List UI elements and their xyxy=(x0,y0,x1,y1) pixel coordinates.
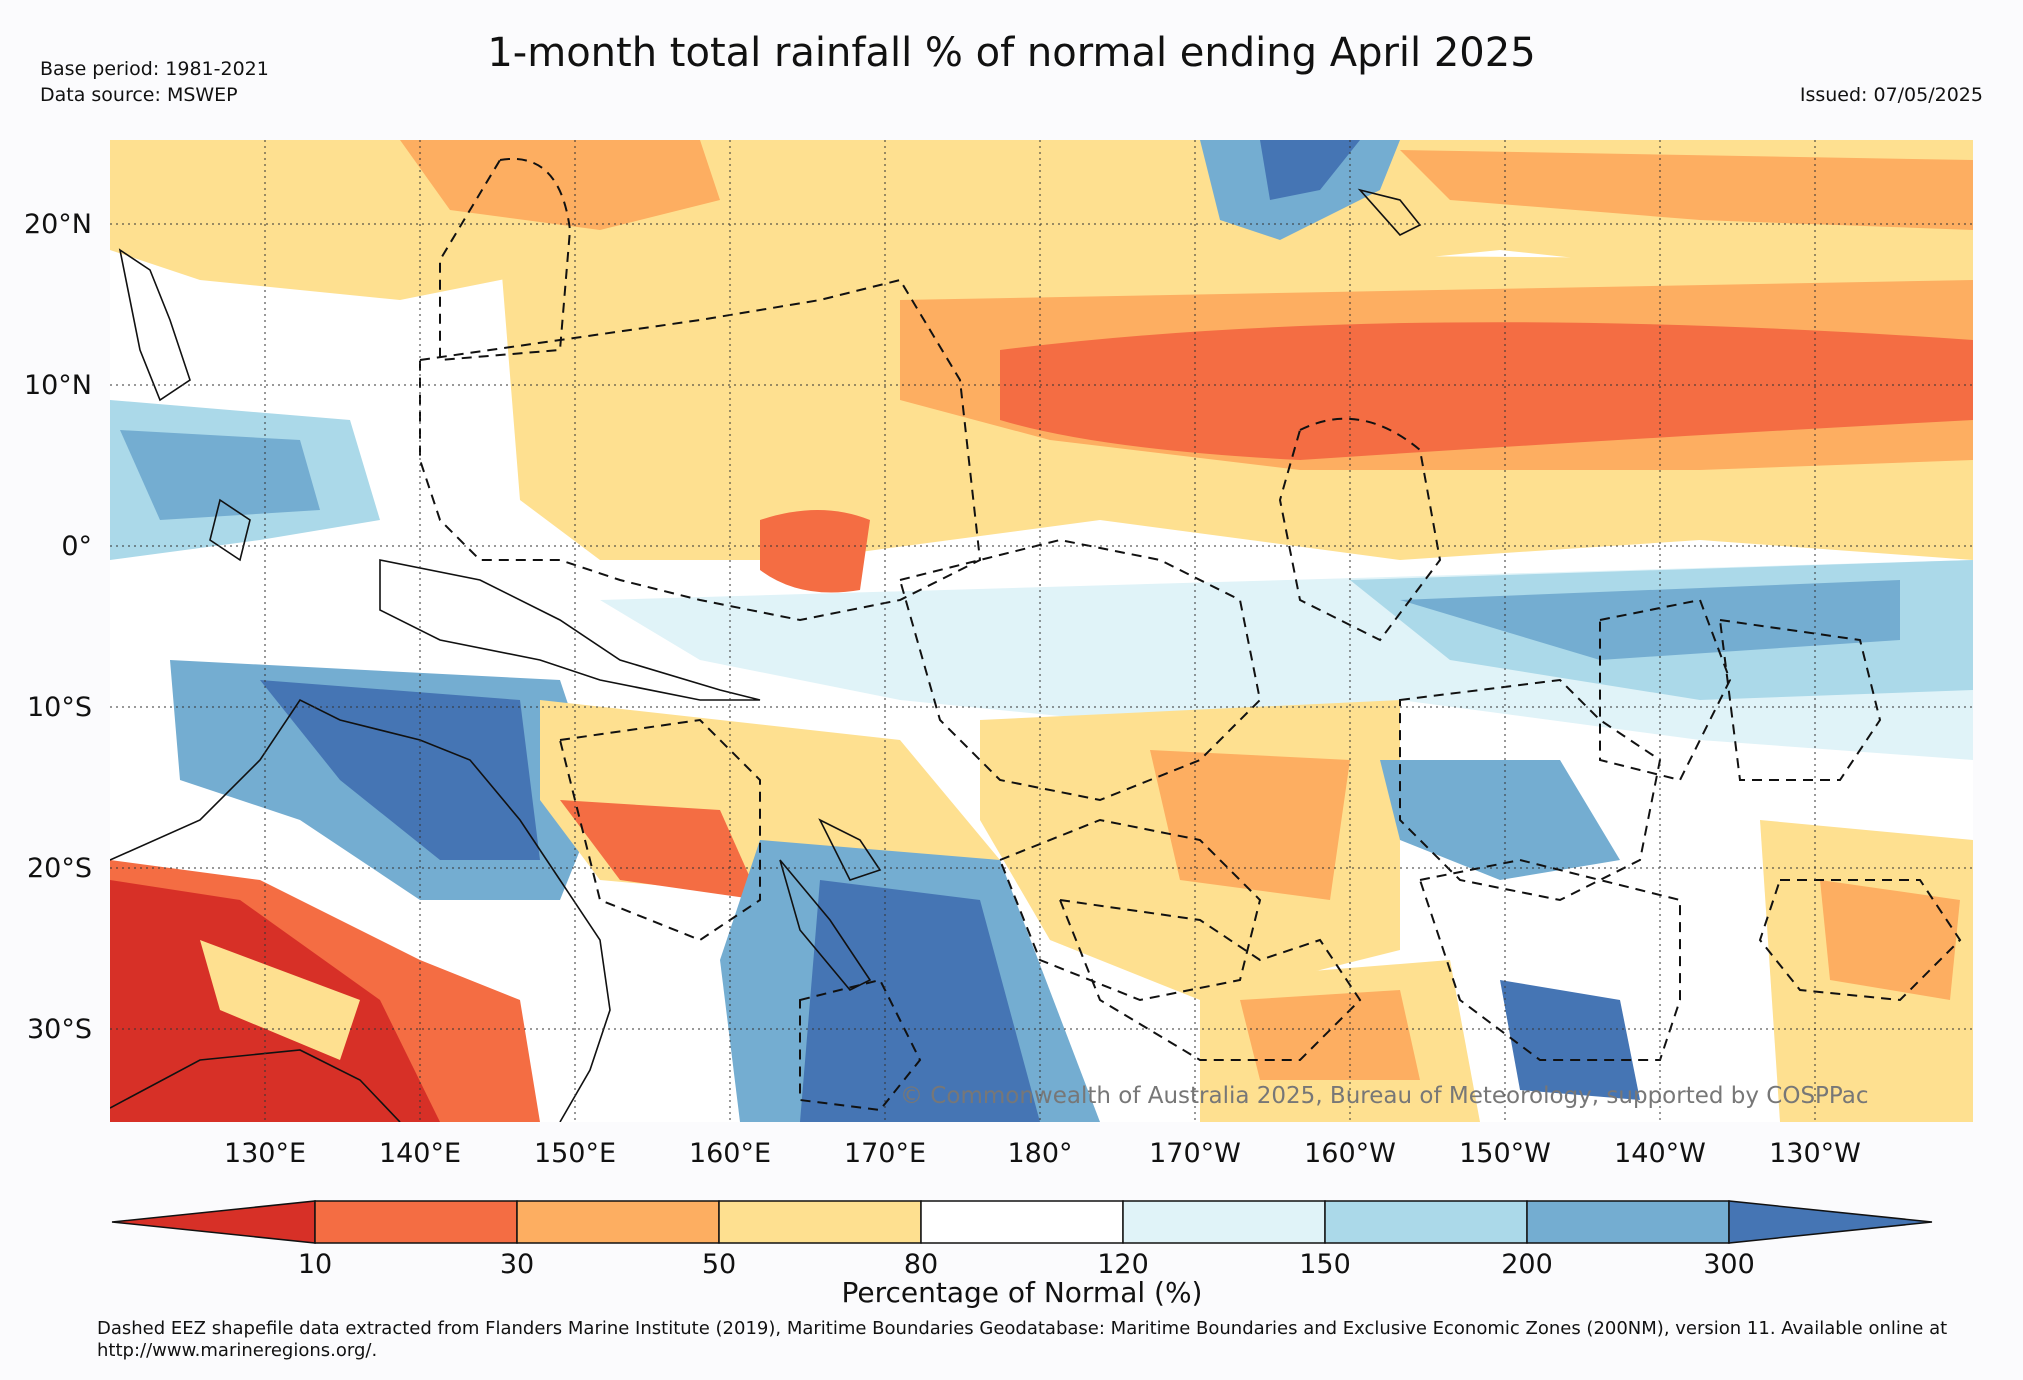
colorbar-segment xyxy=(1324,1200,1528,1244)
lon-label: 150°W xyxy=(1459,1138,1551,1169)
colorbar-tick-label: 150 xyxy=(1299,1249,1351,1280)
lon-label: 160°W xyxy=(1304,1138,1396,1169)
meta-left: Base period: 1981-2021 Data source: MSWE… xyxy=(40,56,269,108)
colorbar-tick-label: 30 xyxy=(500,1249,534,1280)
lon-label: 130°E xyxy=(224,1138,306,1169)
colorbar-title: Percentage of Normal (%) xyxy=(842,1276,1203,1309)
colorbar xyxy=(111,1200,1933,1244)
lon-label: 140°W xyxy=(1614,1138,1706,1169)
lat-label: 30°S xyxy=(27,1014,92,1045)
lat-label: 0° xyxy=(61,531,92,562)
colorbar-tick-label: 300 xyxy=(1703,1249,1755,1280)
colorbar-tick-label: 80 xyxy=(904,1249,938,1280)
colorbar-segment xyxy=(1526,1200,1730,1244)
copyright-text: © Commonwealth of Australia 2025, Bureau… xyxy=(900,1083,1869,1109)
rainfall-field xyxy=(110,140,1973,1122)
eez-boundaries xyxy=(419,157,1962,1112)
colorbar-segment xyxy=(516,1200,720,1244)
lon-label: 170°W xyxy=(1149,1138,1241,1169)
lat-label: 10°N xyxy=(24,370,92,401)
colorbar-segment xyxy=(920,1200,1124,1244)
colorbar-tick-label: 200 xyxy=(1501,1249,1553,1280)
colorbar-tick-label: 120 xyxy=(1097,1249,1149,1280)
lon-label: 180° xyxy=(1007,1138,1072,1169)
colorbar-tick-label: 50 xyxy=(702,1249,736,1280)
lon-label: 170°E xyxy=(844,1138,926,1169)
base-period: Base period: 1981-2021 xyxy=(40,58,269,80)
lat-labels: 20°N 10°N 0° 10°S 20°S 30°S xyxy=(24,209,92,1045)
lon-labels: 130°E 140°E 150°E 160°E 170°E 180° 170°W… xyxy=(224,1138,1861,1169)
lat-label: 10°S xyxy=(27,692,92,723)
colorbar-lower-arrow xyxy=(111,1200,316,1244)
lon-label: 150°E xyxy=(534,1138,616,1169)
lon-label: 140°E xyxy=(379,1138,461,1169)
colorbar-segment xyxy=(718,1200,922,1244)
colorbar-ticks: 10 30 50 80 120 150 200 300 xyxy=(298,1249,1755,1280)
colorbar-segment xyxy=(1122,1200,1326,1244)
graticule xyxy=(110,140,1973,1122)
lat-label: 20°N xyxy=(24,209,92,240)
data-source: Data source: MSWEP xyxy=(40,84,238,106)
issued-date: Issued: 07/05/2025 xyxy=(1799,84,1983,106)
lon-label: 160°E xyxy=(689,1138,771,1169)
colorbar-segment xyxy=(314,1200,518,1244)
lat-label: 20°S xyxy=(27,853,92,884)
colorbar-tick-label: 10 xyxy=(298,1249,332,1280)
footnote: Dashed EEZ shapefile data extracted from… xyxy=(97,1318,1948,1361)
lon-label: 130°W xyxy=(1769,1138,1861,1169)
page-title: 1-month total rainfall % of normal endin… xyxy=(487,30,1536,76)
colorbar-upper-arrow xyxy=(1728,1200,1933,1244)
